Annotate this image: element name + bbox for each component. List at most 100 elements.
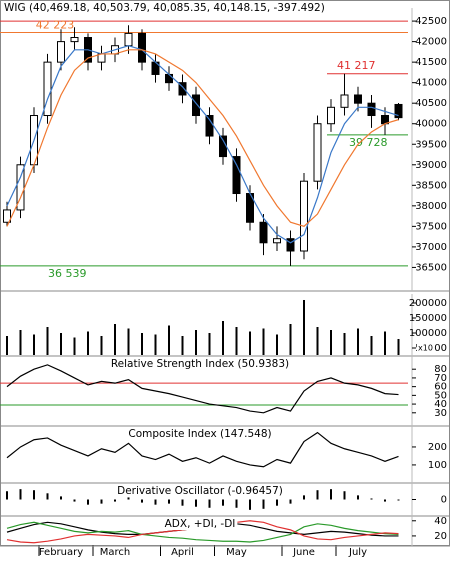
bar	[289, 323, 292, 355]
bar	[397, 339, 400, 355]
bar	[195, 499, 197, 507]
candle-body	[16, 164, 25, 211]
panel-title-bg	[108, 358, 292, 370]
bar	[181, 499, 184, 506]
series-line	[6, 45, 399, 244]
y-tick-label: 38000	[415, 201, 447, 212]
bar	[289, 499, 292, 504]
bar	[222, 320, 224, 355]
bar	[370, 336, 373, 355]
candle-body	[138, 32, 146, 63]
y-tick-label: 150000	[409, 313, 447, 324]
bar	[235, 499, 238, 508]
panel-title-bg	[162, 518, 238, 530]
bar	[357, 495, 359, 500]
y-tick-label: 39500	[415, 139, 447, 150]
bar	[19, 489, 22, 500]
candle-body	[300, 180, 308, 252]
y-tick-label: 100000	[409, 328, 447, 339]
bar	[330, 489, 332, 500]
candle-body	[286, 238, 295, 252]
x-tick-label: July	[348, 547, 367, 558]
candle-body	[165, 73, 173, 84]
x-tick-label: March	[100, 547, 130, 558]
y-tick-label: 0	[441, 495, 447, 506]
bar	[100, 336, 103, 355]
y-tick-label: 40	[434, 516, 447, 527]
candle-body	[70, 37, 79, 43]
bar	[60, 496, 62, 500]
y-tick-label: 42500	[415, 16, 447, 27]
y-tick-label: 42000	[415, 37, 447, 48]
bar	[87, 331, 89, 355]
bar	[73, 337, 76, 355]
y-tick-label: 41500	[415, 57, 447, 68]
series-line	[6, 49, 399, 228]
panel-title: ADX, +DI, -DI	[165, 518, 236, 530]
unit-label: x10	[418, 344, 433, 353]
candle-body	[205, 115, 214, 137]
bar	[249, 331, 251, 355]
bar	[249, 499, 251, 510]
bar	[6, 491, 8, 500]
candle-body	[354, 94, 362, 104]
bar	[127, 497, 130, 500]
y-tick-label: 40500	[415, 98, 447, 109]
bar	[127, 328, 130, 355]
bar	[303, 299, 305, 355]
y-tick-label: 37500	[415, 221, 447, 232]
unit-label-bg	[417, 343, 434, 353]
bar	[316, 327, 319, 355]
x-tick-label: February	[39, 547, 83, 558]
bar	[154, 499, 157, 505]
bar	[19, 330, 22, 355]
bar	[262, 328, 265, 355]
bar	[343, 333, 346, 355]
candle-body	[367, 102, 376, 117]
candle-body	[43, 61, 52, 117]
level-label: 42 223	[36, 18, 75, 31]
bar	[181, 336, 184, 355]
bar	[343, 491, 346, 500]
bar	[370, 498, 373, 500]
y-tick-label: 60	[434, 382, 447, 393]
bar	[33, 334, 35, 355]
panel-title: Relative Strength Index (50.9383)	[111, 358, 289, 370]
bar	[357, 328, 359, 355]
y-tick-label: 40	[434, 399, 447, 410]
bar	[330, 330, 332, 355]
bar	[168, 325, 170, 355]
candle-body	[340, 94, 349, 108]
y-tick-label: 40000	[415, 119, 447, 130]
bar	[222, 499, 224, 506]
bar	[46, 327, 49, 355]
bar	[87, 499, 89, 505]
y-tick-label: 100	[428, 460, 447, 471]
candle-body	[232, 156, 241, 195]
bar	[73, 499, 76, 502]
bar	[384, 331, 386, 355]
y-tick-label: 20	[434, 531, 447, 542]
candle-body	[313, 123, 322, 182]
y-tick-label: 38500	[415, 180, 447, 191]
level-label: 36 539	[48, 267, 87, 280]
bar	[276, 334, 278, 355]
level-label: 39 728	[349, 136, 388, 149]
bar	[141, 499, 143, 503]
bar	[208, 499, 211, 508]
bar	[384, 499, 386, 502]
series-line	[6, 521, 399, 543]
chart-title: WIG (40,469.18, 40,503.79, 40,085.35, 40…	[4, 2, 325, 14]
candle-body	[178, 82, 187, 96]
series-line	[6, 431, 399, 468]
x-tick-label: April	[171, 547, 194, 558]
candle-body	[273, 238, 281, 244]
y-tick-label: 36500	[415, 262, 447, 273]
bar	[100, 499, 103, 504]
bar	[141, 333, 143, 355]
candle-body	[57, 41, 65, 63]
bar	[114, 323, 116, 355]
bar	[60, 333, 62, 355]
panel-title-bg	[126, 428, 274, 440]
